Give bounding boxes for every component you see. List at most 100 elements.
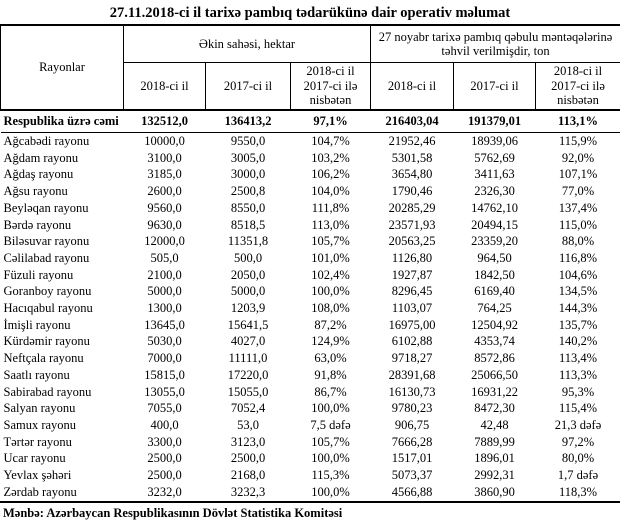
value-cell: 5301,58 [391,150,433,165]
value-cell: 115,9% [558,134,598,148]
value-cell: 21952,46 [388,134,436,148]
value-cell: 115,0% [558,217,598,232]
value-cell: 8296,45 [391,284,433,299]
subheader-delivered-ratio: 2018-ci il 2017-ci ilə nisbətən [534,62,620,111]
district-name: Beyləqan rayonu [3,200,89,215]
value-cell: 9718,27 [391,351,433,366]
district-name: Biləsuvar rayonu [3,234,90,249]
value-cell: 15055,0 [227,384,269,399]
value-cell: 108,0% [311,301,350,316]
value-cell: 137,4% [558,200,598,215]
subheader-area-ratio: 2018-ci il 2017-ci ilə nisbətən [290,62,371,111]
value-cell: 16130,73 [388,384,436,399]
value-cell: 2050,0 [230,267,266,282]
value-cell: 92,0% [561,150,595,165]
value-cell: 7889,99 [474,434,515,449]
value-cell: 8472,30 [474,401,515,416]
value-cell: 5762,69 [474,150,515,165]
district-name: Saatlı rayonu [3,367,70,382]
subheader-delivered-2018: 2018-ci il [370,62,454,111]
value-cell: 191379,01 [453,110,536,133]
value-cell: 9560,0 [147,200,182,215]
value-cell: 8572,86 [474,351,515,366]
header-group-row: Rayonlar Əkin sahəsi, hektar 27 noyabr t… [0,24,620,111]
district-name: Ucar rayonu [3,451,66,466]
header-year-row: 2018-ci il 2017-ci il 2018-ci il 2017-ci… [1,62,620,111]
value-cell: 118,3% [558,484,598,499]
value-cell: 23571,93 [388,217,436,232]
subheader-area-2017: 2017-ci il [205,62,291,111]
value-cell: 1517,01 [391,451,433,466]
value-cell: 113,4% [558,351,598,366]
total-row-label: Respublika üzrə cəmi [0,110,124,133]
value-cell: 97,1% [290,110,371,133]
value-cell: 6102,88 [391,334,433,349]
value-cell: 100,0% [311,484,350,499]
value-cell: 8518,5 [230,217,266,232]
table-row: Cəlilabad rayonu 505,0 500,0 101,0% 1126,80 9… [1,250,620,267]
value-cell: 1842,50 [474,267,515,282]
table-row: İmişli rayonu 13645,0 15641,5 87,2% 16975,00… [1,317,620,334]
value-cell: 100,0% [311,401,350,416]
district-name: Kürdəmir rayonu [3,334,90,349]
value-cell: 28391,68 [388,367,436,382]
value-cell: 1,7 dəfə [557,468,599,483]
district-name: Hacıqabul rayonu [3,301,93,316]
value-cell: 88,0% [561,234,595,249]
value-cell: 2600,0 [147,184,182,199]
value-cell: 3005,0 [230,150,266,165]
value-cell: 95,3% [561,384,595,399]
source-note: Mənbə: Azərbaycan Respublikasının Dövlət… [0,501,620,525]
value-cell: 4566,88 [391,484,433,499]
table-row: Goranboy rayonu 5000,0 5000,0 100,0% 8296,45… [1,283,620,300]
value-cell: 7000,0 [147,351,182,366]
value-cell: 42,48 [480,417,509,432]
value-cell: 2500,8 [230,184,266,199]
value-cell: 77,0% [561,184,595,199]
value-cell: 3123,0 [230,434,266,449]
value-cell: 9630,0 [147,217,182,232]
value-cell: 14762,10 [471,200,518,215]
value-cell: 3100,0 [147,150,182,165]
table-row: Samux rayonu 400,0 53,0 7,5 dəfə 906,75 42,48… [1,417,620,434]
value-cell: 15641,5 [227,317,269,332]
district-name: Füzuli rayonu [3,267,74,282]
value-cell: 107,1% [558,167,598,182]
value-cell: 16975,00 [388,317,436,332]
district-name: Ağdam rayonu [3,150,79,165]
value-cell: 505,0 [150,250,179,265]
value-cell: 87,2% [314,317,347,332]
district-name: Neftçala rayonu [3,351,84,366]
value-cell: 9780,23 [391,401,433,416]
value-cell: 20563,25 [388,234,436,249]
district-name: Ağsu rayonu [3,184,68,199]
value-cell: 2500,0 [147,451,182,466]
table-row: Ağsu rayonu 2600,0 2500,8 104,0% 1790,46 2326… [1,183,620,200]
table-row: Zərdab rayonu 3232,0 3232,3 100,0% 4566,88 38… [1,484,620,501]
value-cell: 1126,80 [391,250,433,265]
value-cell: 86,7% [314,384,347,399]
value-cell: 23359,20 [471,234,518,249]
table-row: Bərdə rayonu 9630,0 8518,5 113,0% 23571,93 20… [1,217,620,234]
table-row: Ağdaş rayonu 3185,0 3000,0 106,2% 3654,80 341… [1,166,620,183]
value-cell: 102,4% [311,267,350,282]
value-cell: 105,7% [311,434,350,449]
value-cell: 113,3% [558,367,598,382]
district-name: Sabirabad rayonu [3,384,92,399]
value-cell: 2500,0 [147,468,182,483]
value-cell: 5000,0 [147,284,182,299]
cotton-procurement-table: Rayonlar Əkin sahəsi, hektar 27 noyabr t… [0,24,620,500]
value-cell: 3000,0 [230,167,266,182]
value-cell: 21,3 dəfə [554,417,602,432]
district-name: Yevlax şəhəri [3,468,72,483]
subheader-delivered-2017: 2017-ci il [453,62,536,111]
value-cell: 104,7% [311,134,350,148]
table-row: Kürdəmir rayonu 5030,0 4027,0 124,9% 6102,88… [1,333,620,350]
value-cell: 764,25 [477,301,512,316]
district-name: Samux rayonu [3,417,77,432]
district-name: Zərdab rayonu [3,484,77,499]
value-cell: 1103,07 [391,301,433,316]
district-name: Bərdə rayonu [3,217,72,232]
table-row: Salyan rayonu 7055,0 7052,4 100,0% 9780,23 84… [1,400,620,417]
